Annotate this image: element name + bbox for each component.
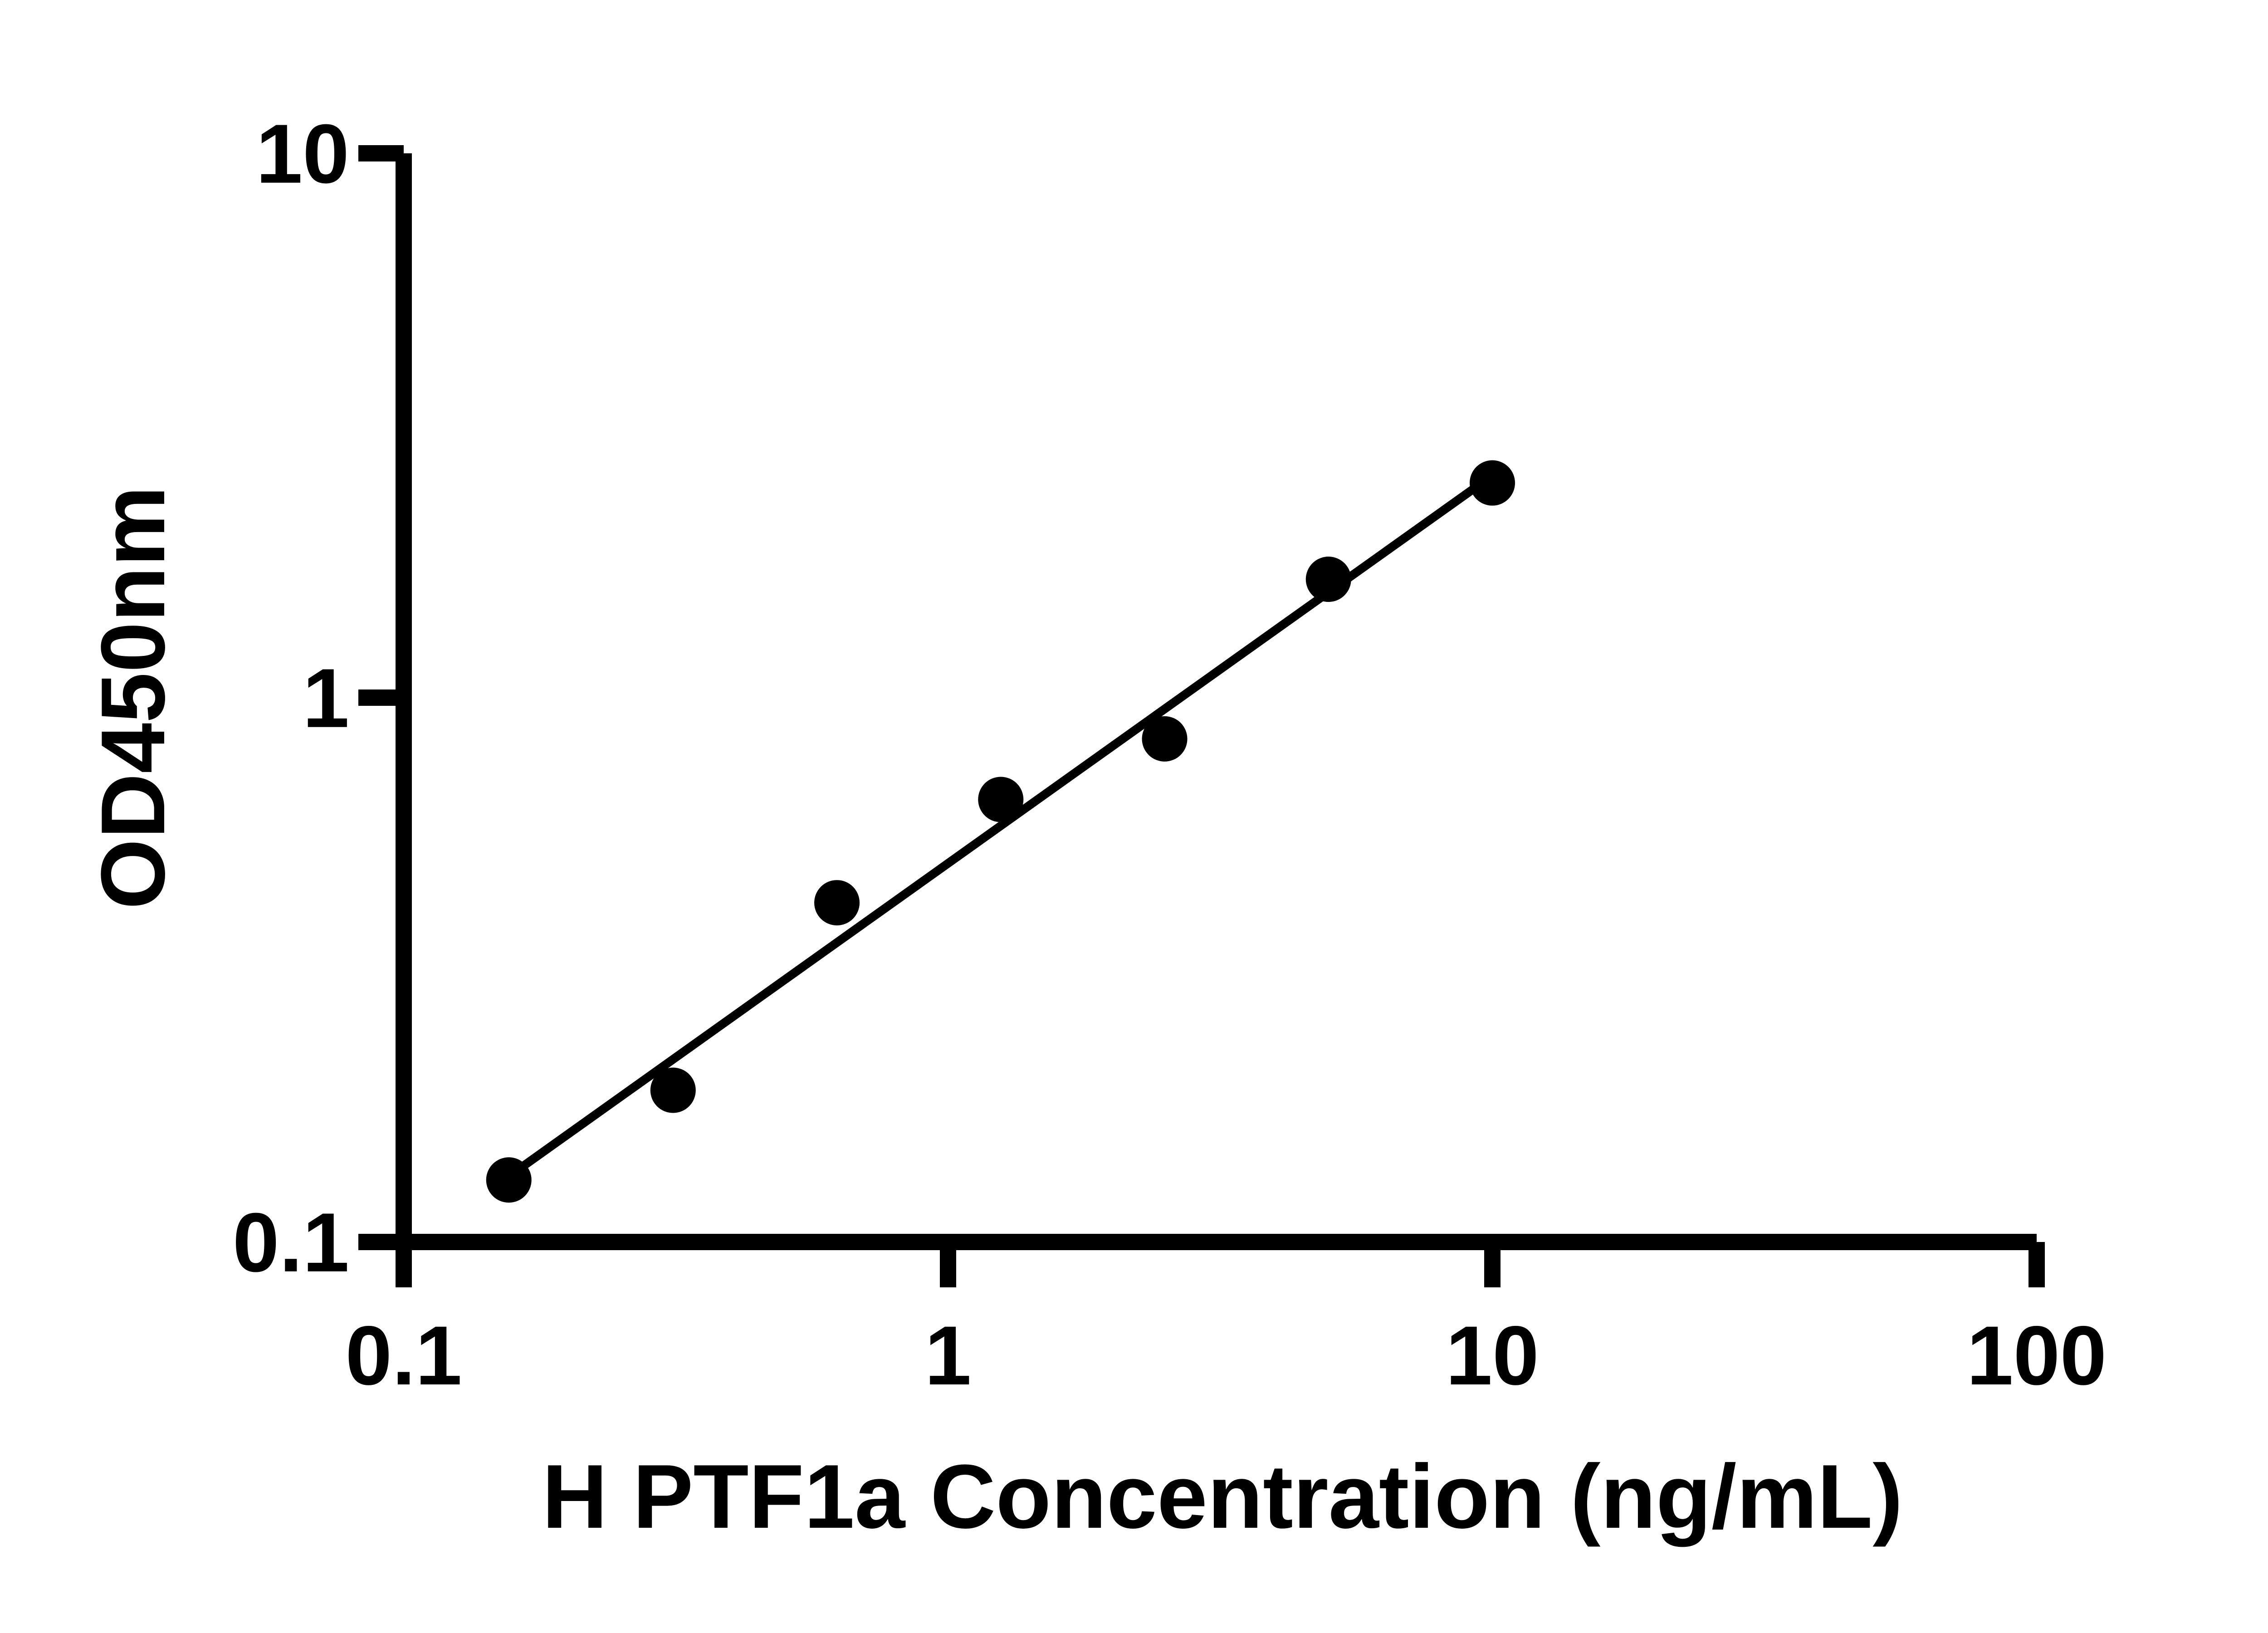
data-point [814, 880, 860, 926]
y-axis-title: OD450nm [83, 486, 184, 909]
data-point [978, 777, 1024, 822]
x-axis-tick-labels: 0.1 1 10 100 [345, 1309, 2107, 1403]
x-axis-title: H PTF1a Concentration (ng/mL) [542, 1446, 1903, 1547]
y-tick-label: 1 [303, 652, 349, 745]
y-tick-label: 10 [256, 108, 349, 201]
y-axis-ticks [358, 145, 404, 1250]
x-tick-label: 100 [1967, 1309, 2107, 1403]
data-points-layer [486, 460, 1515, 1203]
y-axis-tick-labels: 0.1 1 10 [233, 108, 349, 1290]
data-point [1470, 460, 1515, 506]
x-tick-label: 1 [925, 1309, 972, 1403]
data-point [486, 1157, 532, 1203]
data-point [1305, 557, 1351, 602]
x-tick-label: 10 [1446, 1309, 1539, 1403]
data-point [650, 1067, 696, 1113]
x-tick-label: 0.1 [345, 1309, 462, 1403]
y-tick-label: 0.1 [233, 1196, 349, 1290]
data-point [1142, 716, 1188, 762]
